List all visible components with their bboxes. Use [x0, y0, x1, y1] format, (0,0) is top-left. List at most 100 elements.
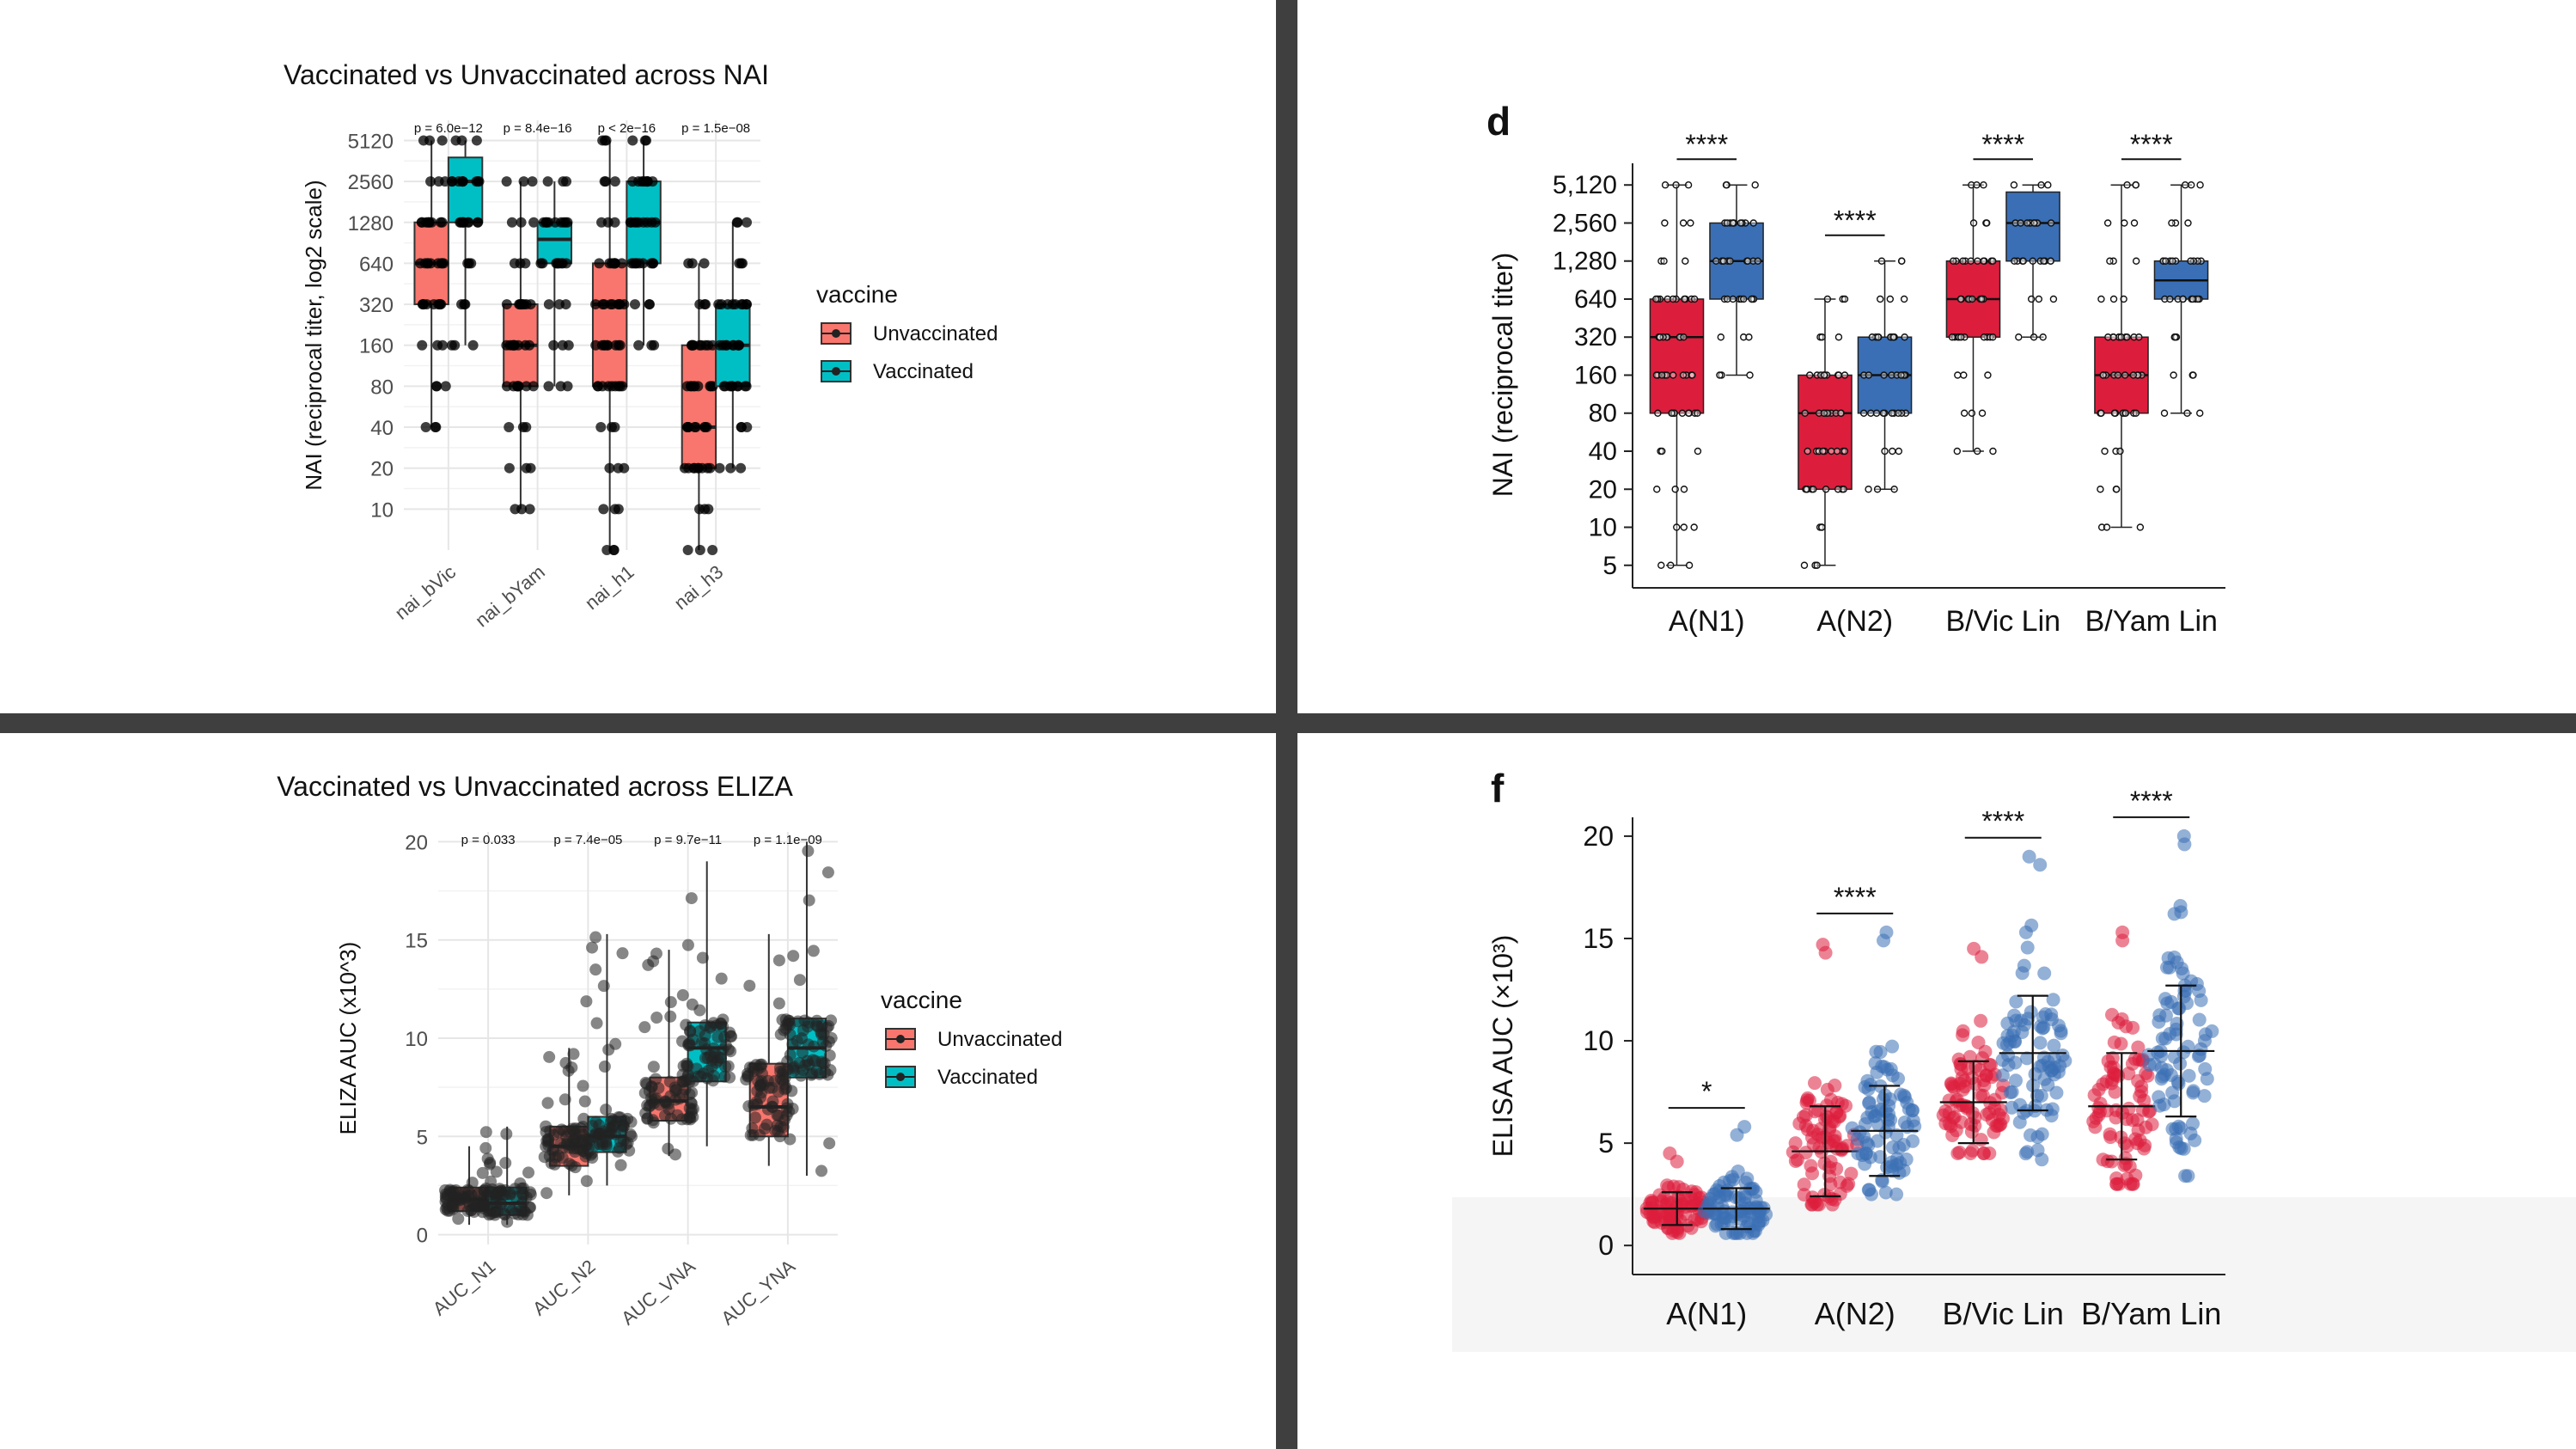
data-point [2010, 181, 2018, 189]
data-point [1879, 409, 1888, 417]
data-point [1968, 409, 1976, 417]
p-value-label: p < 2e−16 [598, 121, 656, 136]
data-point [1730, 1128, 1744, 1142]
data-point [490, 1165, 503, 1178]
p-value-label: p = 1.1e−09 [754, 833, 822, 847]
data-point [1805, 1130, 1820, 1145]
data-point [2040, 257, 2048, 265]
data-point [2205, 1024, 2219, 1038]
data-point [1875, 1174, 1889, 1189]
data-point [479, 1126, 492, 1139]
data-point [1672, 181, 1680, 189]
data-point [1897, 1090, 1912, 1104]
data-point [1813, 561, 1821, 569]
data-point [614, 1159, 627, 1171]
data-point [2169, 1022, 2183, 1036]
data-point [2052, 1018, 2066, 1033]
data-point [2157, 1067, 2171, 1082]
data-point [2109, 1177, 2124, 1191]
data-point [821, 1068, 834, 1081]
data-point [1974, 447, 1981, 455]
p-value-label: p = 6.0e−12 [414, 121, 483, 136]
data-point [1671, 486, 1679, 493]
data-point [2152, 1090, 2166, 1104]
data-point [2162, 257, 2170, 265]
data-point [2020, 940, 2035, 955]
data-point [609, 176, 620, 187]
y-tick-label: 320 [359, 294, 394, 317]
data-point [802, 1038, 815, 1051]
data-point [517, 1182, 530, 1195]
data-point [2116, 447, 2124, 455]
data-point [1971, 1035, 1986, 1049]
data-point [1979, 1068, 1993, 1083]
data-point [810, 1014, 823, 1027]
significance-label: **** [1981, 806, 2024, 837]
data-point [1945, 1079, 1960, 1094]
significance-label: **** [1981, 129, 2024, 160]
data-point [432, 339, 443, 351]
data-point [540, 1187, 553, 1200]
data-point [2191, 1049, 2206, 1063]
data-point [2160, 409, 2169, 417]
data-point [2121, 371, 2129, 379]
data-point [1889, 333, 1897, 341]
data-point [1810, 486, 1817, 493]
data-point [567, 1048, 580, 1061]
p-value-label: p = 1.5e−08 [681, 121, 750, 136]
x-tick-label: B/Yam Lin [2085, 605, 2218, 638]
data-point [516, 217, 527, 228]
data-point [1980, 333, 1988, 341]
data-point [2179, 295, 2187, 303]
data-point [1822, 486, 1830, 493]
x-tick-label: B/Yam Lin [2081, 1296, 2221, 1331]
data-point [565, 1061, 578, 1074]
data-point [501, 299, 512, 310]
data-point [1840, 447, 1849, 455]
data-point [1964, 1124, 1979, 1139]
data-point [741, 381, 752, 392]
data-point [2039, 333, 2047, 341]
data-point [1652, 1188, 1667, 1202]
data-point [1828, 447, 1835, 455]
data-point [1668, 409, 1676, 417]
data-point [546, 1145, 559, 1158]
x-tick-label: AUC_YNA [717, 1255, 799, 1329]
data-point [610, 1116, 623, 1128]
data-point [598, 504, 609, 515]
data-point [597, 980, 610, 993]
figure-background-top [1452, 733, 2576, 1197]
data-point [602, 217, 613, 228]
data-point [815, 1165, 828, 1177]
data-point [699, 258, 710, 269]
data-point [1821, 371, 1828, 379]
data-point [2005, 1085, 2019, 1099]
data-point [683, 1037, 696, 1050]
data-point [727, 381, 738, 392]
data-point [2036, 1020, 2051, 1035]
data-point [2117, 333, 2125, 341]
data-point [2104, 333, 2112, 341]
data-point [1652, 371, 1661, 379]
data-point [1868, 333, 1877, 341]
data-point [699, 422, 711, 433]
significance-label: **** [1834, 205, 1877, 236]
data-point [1948, 333, 1956, 341]
data-point [2097, 486, 2104, 493]
data-point [1694, 447, 1702, 455]
data-point [646, 1114, 659, 1127]
data-point [609, 504, 620, 515]
data-point [2197, 1034, 2212, 1049]
data-point [2113, 486, 2121, 493]
significance-label: **** [1685, 129, 1728, 160]
data-point [2121, 219, 2128, 227]
data-point [2022, 849, 2036, 864]
x-tick-label: B/Vic Lin [1945, 605, 2060, 638]
data-point [1660, 257, 1668, 265]
data-point [807, 945, 820, 957]
data-point [2111, 1068, 2126, 1083]
legend-title: vaccine [881, 987, 962, 1013]
data-point [2009, 994, 2024, 1009]
data-point [1670, 1154, 1684, 1169]
data-point [528, 381, 539, 392]
